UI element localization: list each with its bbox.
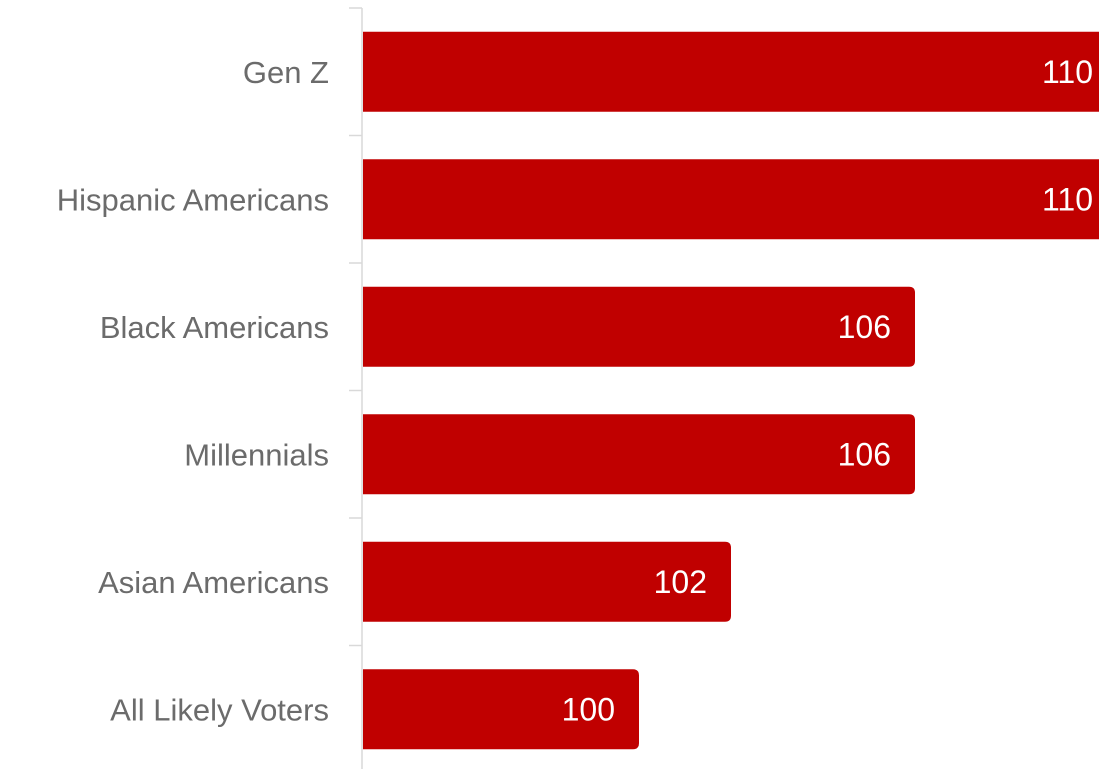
- category-label: Black Americans: [100, 310, 329, 345]
- value-labels: 110 110 106 106 102 100: [562, 54, 1093, 728]
- value-label: 102: [654, 564, 707, 600]
- bar: [363, 541, 731, 622]
- bar: [363, 286, 915, 367]
- category-label: Gen Z: [243, 55, 329, 90]
- category-axis-ticks: [349, 7, 362, 647]
- value-label: 100: [562, 691, 615, 727]
- bar: [363, 669, 639, 750]
- category-labels: Gen Z Hispanic Americans Black Americans Mi…: [57, 55, 329, 728]
- category-label: All Likely Voters: [110, 692, 329, 727]
- category-label: Hispanic Americans: [57, 182, 329, 217]
- category-label: Asian Americans: [98, 565, 329, 600]
- category-label: Millennials: [184, 437, 329, 472]
- bar: [363, 31, 1099, 112]
- bar-series: [363, 31, 1099, 750]
- bar: [363, 414, 915, 495]
- bar: [363, 159, 1099, 240]
- value-label: 106: [838, 436, 891, 472]
- value-label: 106: [838, 309, 891, 345]
- value-label: 110: [1042, 181, 1093, 217]
- value-label: 110: [1042, 54, 1093, 90]
